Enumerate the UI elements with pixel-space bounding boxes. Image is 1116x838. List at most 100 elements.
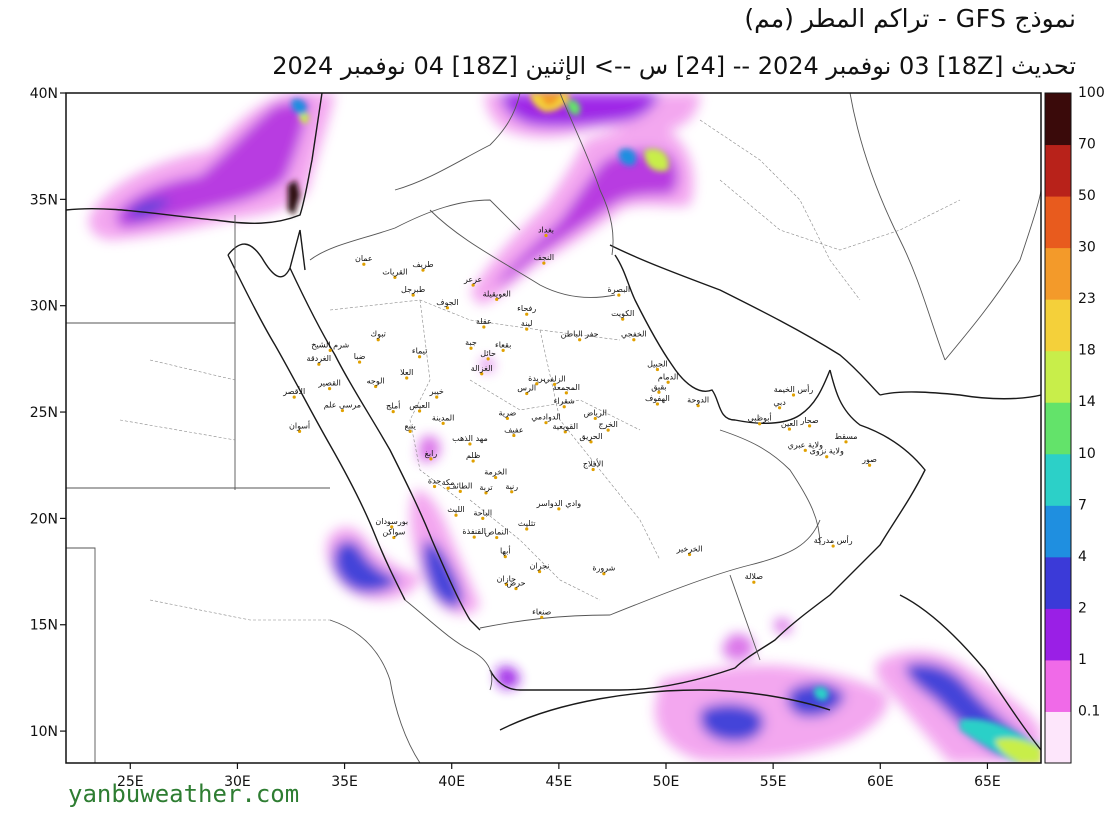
legend-swatch (1045, 711, 1071, 764)
saudi-oman-uae-border (719, 429, 821, 546)
city-label: العلا (400, 368, 413, 377)
province-border-5 (469, 499, 601, 601)
city-dot (564, 391, 568, 395)
city-label: الأقصر (282, 386, 305, 396)
city-dot (494, 475, 498, 480)
province-border-3 (539, 329, 661, 561)
iran-coast (879, 391, 1041, 400)
saudi-yemen-border (479, 519, 821, 629)
city-label: العويقيلة (483, 289, 511, 298)
city-label: ضرية (499, 408, 517, 417)
city-label: حفر الباطن (561, 330, 599, 339)
city-dot (510, 490, 514, 494)
lat-tick-label: 20N (30, 511, 58, 527)
city-label: ضبا (354, 352, 366, 361)
city-dot (390, 525, 394, 529)
city-dot (514, 586, 518, 591)
city-label: بقيق (651, 382, 666, 391)
city-dot (589, 440, 593, 444)
city-dot (593, 416, 597, 421)
legend-swatch (1045, 608, 1071, 661)
city-dot (844, 440, 848, 444)
lat-tick-label: 15N (30, 618, 58, 634)
lat-tick-label: 25N (30, 405, 58, 421)
lat-tick-label: 35N (30, 192, 58, 208)
lat-tick-label: 40N (30, 86, 58, 102)
city-label: الخفجي (621, 330, 647, 339)
city-label: تبوك (371, 330, 386, 339)
city-dot (540, 615, 544, 619)
legend-label: 50 (1078, 188, 1096, 204)
city-label: القويعية (552, 422, 578, 431)
city-dot (486, 357, 490, 361)
rain-peak-turkey-orange (540, 95, 560, 106)
rain-patch-yemen (497, 666, 520, 689)
legend-swatch (1045, 144, 1071, 197)
arabian-gulf-coast-east (609, 244, 881, 396)
iraq-iran-border (559, 93, 614, 256)
city-label: القريات (382, 267, 407, 276)
saudi-jordan-border (309, 199, 521, 261)
province-border-2 (409, 299, 461, 501)
lon-tick-label: 40E (438, 774, 465, 790)
city-dot (617, 293, 621, 297)
city-label: القنفذة (462, 527, 486, 536)
gulf-of-suez (227, 243, 291, 278)
city-dot (417, 355, 422, 359)
city-dot (867, 463, 872, 467)
city-label: بغداد (538, 226, 554, 235)
rain-band-asir-core (422, 540, 462, 608)
city-label: تيماء (412, 347, 427, 356)
city-label: جدة (428, 476, 441, 485)
legend-label: 70 (1078, 137, 1096, 153)
city-labels: عمان بغداد النجف البصرة الكويت الخفجي الجبيل ال… (282, 226, 877, 619)
city-dot (552, 382, 557, 386)
city-dot (512, 433, 516, 438)
somalia-coast (499, 689, 831, 731)
legend-label: 1 (1078, 652, 1087, 668)
city-dot (591, 467, 595, 472)
city-dot (411, 293, 415, 297)
city-dot (327, 387, 332, 391)
city-dot (758, 422, 762, 426)
map-frame (65, 92, 1042, 764)
legend-label: 2 (1078, 600, 1087, 616)
city-label: نجران (530, 562, 550, 571)
legend-swatch (1045, 247, 1071, 300)
city-dot (537, 569, 542, 574)
city-label: ولاية عبري (788, 440, 823, 449)
city-label: رابغ (425, 449, 438, 458)
city-label: الخرج (598, 420, 617, 429)
city-dot (405, 376, 409, 380)
city-label: ينبع (404, 421, 415, 430)
city-label: العين (781, 419, 798, 428)
city-label: الهفوف (645, 394, 670, 403)
saudi-iraq-border (429, 209, 616, 298)
city-label: رأس الخيمة (774, 384, 814, 394)
city-dot (454, 513, 458, 517)
city-label: الجوف (436, 298, 458, 307)
city-label: رنية (505, 482, 518, 491)
legend-label: 7 (1078, 497, 1087, 513)
lat-tick-label: 30N (30, 299, 58, 315)
city-dot (481, 516, 485, 520)
lon-tick-label: 60E (867, 774, 894, 790)
lon-tick-label: 55E (760, 774, 787, 790)
city-label: البصرة (608, 285, 631, 294)
city-label: الطائف (448, 481, 472, 490)
rain-peak-turkey-green (567, 99, 581, 116)
city-label: ظلم (466, 451, 480, 460)
rain-band-arabian-sea-core (700, 703, 764, 743)
website-link[interactable]: yanbuweather.com (68, 780, 300, 808)
city-dot (535, 382, 539, 386)
rain-patch-qassim (481, 358, 494, 372)
city-dot (421, 268, 425, 272)
city-label: رأس مدركة (814, 535, 853, 545)
rain-peak-iran-blue (619, 148, 637, 166)
legend-label: 23 (1078, 291, 1096, 307)
rain-band-arabian-sea-2 (787, 682, 845, 718)
city-dot (504, 582, 508, 586)
afghan-pakistan-border (944, 189, 1041, 361)
city-dot (831, 544, 835, 548)
city-label: صنعاء (532, 607, 551, 616)
